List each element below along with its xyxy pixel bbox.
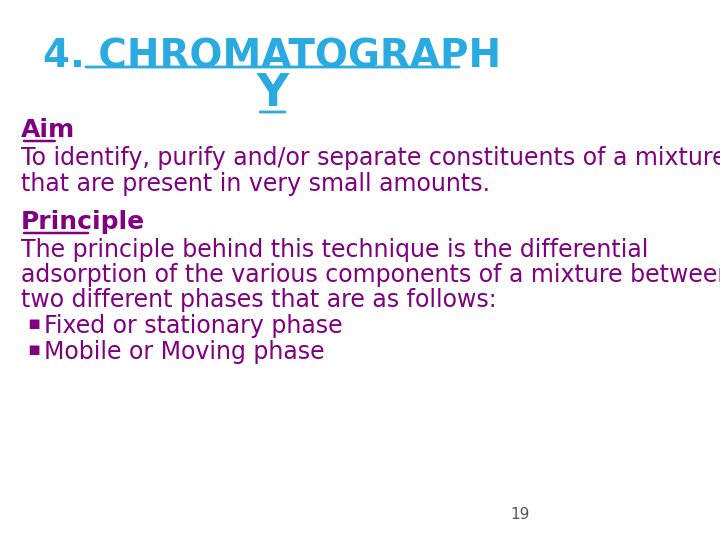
Text: To identify, purify and/or separate constituents of a mixture: To identify, purify and/or separate cons… (21, 146, 720, 170)
Text: Y: Y (256, 72, 289, 115)
Text: The principle behind this technique is the differential: The principle behind this technique is t… (21, 238, 649, 262)
Text: Aim: Aim (21, 118, 76, 142)
Text: ▪: ▪ (27, 340, 40, 359)
Text: two different phases that are as follows:: two different phases that are as follows… (21, 288, 497, 312)
Text: adsorption of the various components of a mixture between: adsorption of the various components of … (21, 263, 720, 287)
Text: 4. CHROMATOGRAPH: 4. CHROMATOGRAPH (43, 38, 502, 76)
Text: Principle: Principle (21, 210, 145, 234)
Text: 19: 19 (510, 507, 530, 522)
Text: ▪: ▪ (27, 314, 40, 333)
Text: Mobile or Moving phase: Mobile or Moving phase (44, 340, 325, 364)
Text: Fixed or stationary phase: Fixed or stationary phase (44, 314, 343, 338)
Text: that are present in very small amounts.: that are present in very small amounts. (21, 172, 490, 196)
